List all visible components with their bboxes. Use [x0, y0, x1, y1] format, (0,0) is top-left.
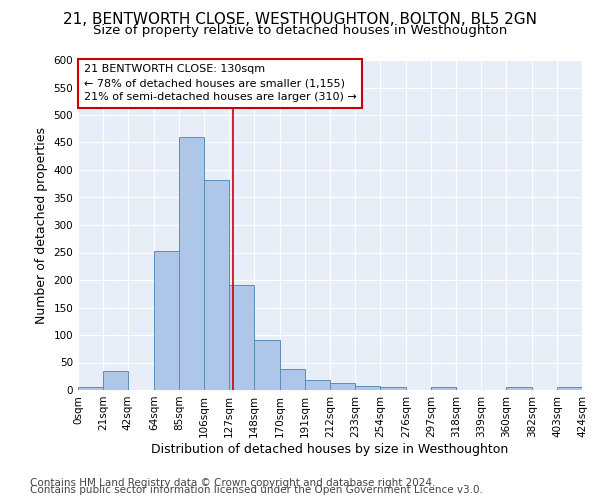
Bar [355, 386, 380, 390]
Bar [506, 387, 532, 390]
Bar [380, 386, 406, 390]
Text: Contains HM Land Registry data © Crown copyright and database right 2024.: Contains HM Land Registry data © Crown c… [30, 478, 436, 488]
Bar [330, 383, 355, 390]
Bar [204, 180, 229, 390]
Y-axis label: Number of detached properties: Number of detached properties [35, 126, 48, 324]
Bar [179, 137, 204, 390]
Bar [103, 371, 128, 390]
Bar [305, 380, 330, 390]
Bar [229, 285, 254, 390]
Bar [254, 340, 280, 390]
Bar [154, 252, 179, 390]
Text: Contains public sector information licensed under the Open Government Licence v3: Contains public sector information licen… [30, 485, 483, 495]
Text: Size of property relative to detached houses in Westhoughton: Size of property relative to detached ho… [93, 24, 507, 37]
Bar [280, 369, 305, 390]
Text: 21, BENTWORTH CLOSE, WESTHOUGHTON, BOLTON, BL5 2GN: 21, BENTWORTH CLOSE, WESTHOUGHTON, BOLTO… [63, 12, 537, 28]
Bar [78, 387, 103, 390]
Bar [431, 386, 456, 390]
Bar [557, 387, 582, 390]
Text: 21 BENTWORTH CLOSE: 130sqm
← 78% of detached houses are smaller (1,155)
21% of s: 21 BENTWORTH CLOSE: 130sqm ← 78% of deta… [84, 64, 356, 102]
X-axis label: Distribution of detached houses by size in Westhoughton: Distribution of detached houses by size … [151, 442, 509, 456]
